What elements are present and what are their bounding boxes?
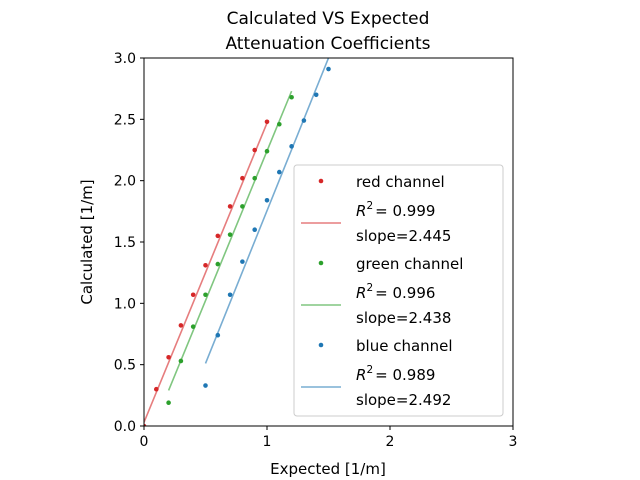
- green-data-point: [252, 175, 257, 181]
- green-data-point: [289, 94, 294, 100]
- y-tick-label: 3.0: [114, 51, 136, 67]
- green-data-point: [190, 324, 196, 329]
- red-legend-label: red channel: [356, 173, 445, 191]
- red-r-squared-label: R2 = 0.999: [356, 200, 435, 220]
- plot-area: [144, 58, 331, 426]
- red-data-point: [203, 263, 208, 268]
- blue-data-point: [240, 259, 245, 264]
- x-axis-label: Expected [1/m]: [270, 460, 386, 478]
- blue-data-point: [203, 383, 208, 388]
- y-tick-label: 0.5: [114, 358, 136, 374]
- red-data-point: [240, 175, 245, 181]
- red-legend-marker: [318, 178, 324, 184]
- green-data-point: [227, 232, 233, 237]
- y-tick-label: 1.5: [114, 235, 136, 251]
- red-data-point: [252, 147, 257, 153]
- blue-data-point: [326, 66, 331, 72]
- legend-box: [293, 164, 504, 417]
- blue-legend-marker: [318, 342, 324, 348]
- red-data-point: [215, 233, 221, 239]
- axis-ticks: 0 1 2 3 0.0 0.5 1.0 1.5 2.0 2.5 3.0: [114, 51, 518, 450]
- green-data-point: [203, 292, 208, 298]
- blue-slope-label: slope=2.492: [356, 391, 451, 409]
- green-data-point: [166, 400, 171, 405]
- blue-data-point: [215, 332, 221, 338]
- y-axis-label: Calculated [1/m]: [78, 179, 96, 304]
- chart-title: Calculated VS Expected Attenuation Coeff…: [225, 9, 430, 54]
- red-fit-line: [144, 122, 268, 423]
- red-data-point: [264, 119, 270, 125]
- y-tick-label: 1.0: [114, 296, 136, 312]
- green-r-squared-label: R2 = 0.996: [356, 282, 435, 302]
- x-tick-label: 3: [509, 434, 518, 450]
- x-tick-label: 2: [386, 434, 395, 450]
- blue-r-squared-label: R2 = 0.989: [356, 364, 435, 384]
- red-data-point: [190, 292, 196, 298]
- x-tick-label: 0: [140, 434, 149, 450]
- y-tick-label: 0.0: [114, 419, 136, 435]
- blue-legend-label: blue channel: [356, 337, 453, 355]
- chart-title-line-2: Attenuation Coefficients: [225, 34, 430, 54]
- blue-data-point: [264, 197, 270, 203]
- blue-data-point: [227, 292, 233, 298]
- green-data-point: [264, 148, 270, 154]
- red-data-point: [227, 204, 233, 209]
- red-data-point: [166, 355, 171, 360]
- green-data-point: [215, 261, 221, 267]
- chart-title-line-1: Calculated VS Expected: [227, 9, 430, 29]
- green-fit-line: [167, 90, 293, 391]
- y-tick-label: 2.5: [114, 112, 136, 128]
- red-data-point: [144, 423, 147, 426]
- green-legend-marker: [318, 260, 324, 266]
- blue-data-point: [252, 227, 257, 233]
- green-data-point: [240, 204, 245, 209]
- blue-fit-line: [204, 58, 330, 364]
- red-data-point: [154, 386, 159, 392]
- green-slope-label: slope=2.438: [356, 309, 451, 327]
- blue-data-point: [289, 144, 294, 149]
- green-legend-label: green channel: [356, 255, 463, 273]
- blue-data-point: [313, 92, 319, 98]
- green-data-point: [277, 121, 282, 127]
- blue-data-point: [301, 118, 307, 123]
- blue-data-point: [277, 169, 282, 175]
- x-tick-label: 1: [263, 434, 272, 450]
- green-data-point: [178, 358, 184, 364]
- y-tick-label: 2.0: [114, 174, 136, 190]
- legend: red channel R2 = 0.999 slope=2.445 green cha…: [293, 164, 504, 417]
- red-data-point: [178, 323, 184, 328]
- red-slope-label: slope=2.445: [356, 227, 451, 245]
